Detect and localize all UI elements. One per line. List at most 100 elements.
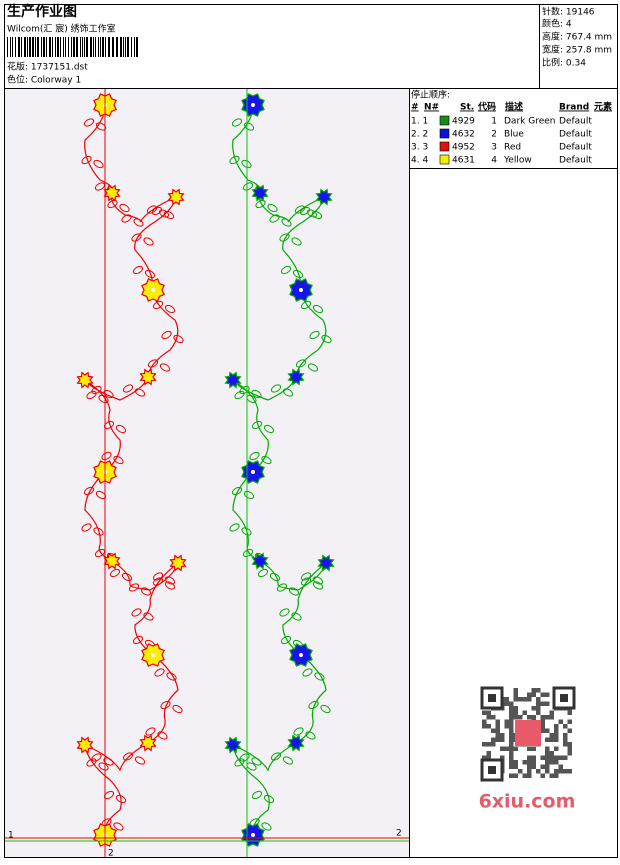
qr-cell (531, 746, 536, 751)
qr-cell (491, 715, 496, 720)
qr-cell (495, 733, 500, 738)
leaf (280, 635, 292, 645)
design-file: 花版: 1737151.dst (7, 61, 88, 73)
qr-cell (554, 755, 559, 760)
qr-cell (567, 742, 572, 747)
qr-cell (513, 760, 518, 765)
qr-cell (509, 706, 514, 711)
qr-cell (504, 746, 509, 751)
qr-cell (509, 724, 514, 729)
code: 2 (491, 130, 497, 140)
qr-cell (509, 742, 514, 747)
qr-cell (567, 751, 572, 756)
leaf (152, 300, 164, 310)
flower-center (299, 653, 303, 657)
leaf (270, 752, 282, 761)
qr-cell (482, 719, 487, 724)
description: Dark Green (504, 117, 555, 127)
qr-cell (509, 710, 514, 715)
info: 高度: 767.4 mm (542, 31, 612, 43)
bar (90, 37, 92, 57)
qr-cell (536, 710, 541, 715)
watermark: 6xiu.com (472, 683, 584, 813)
leaf (128, 583, 140, 592)
qr-cell (522, 710, 527, 715)
flower (251, 184, 269, 202)
qr-cell (554, 760, 559, 765)
qr-cell (527, 773, 532, 778)
leaf (83, 118, 95, 127)
leaf (269, 214, 280, 223)
leaf (161, 330, 172, 340)
qr-cell (509, 746, 514, 751)
axis-label: 1 (8, 831, 14, 841)
leaf (293, 727, 304, 736)
qr-cell (509, 728, 514, 733)
qr-cell (500, 746, 505, 751)
qr-finder (488, 694, 496, 702)
leaf (291, 612, 302, 621)
qr-cell (509, 701, 514, 706)
qr-cell (563, 724, 568, 729)
bar (73, 37, 75, 57)
row-number: 4. 4 (411, 156, 428, 166)
qr-cell (486, 724, 491, 729)
qr-cell (545, 701, 550, 706)
qr-logo (515, 720, 541, 746)
leaf (251, 757, 262, 766)
qr-cell (554, 746, 559, 751)
leaf (263, 794, 275, 804)
table: # N# St. 代码 描述 Brand 元素 1. 1 4929 1 Dark Green Defa… (411, 101, 612, 166)
leaf (234, 390, 245, 400)
leaf (159, 363, 171, 372)
bar (24, 37, 26, 57)
qr-cell (504, 697, 509, 702)
qr-cell (536, 701, 541, 706)
qr-cell (486, 742, 491, 747)
qr-cell (549, 751, 554, 756)
leaf (311, 210, 323, 220)
qr-cell (545, 769, 550, 774)
flower-center (299, 288, 303, 292)
qr-cell (486, 755, 491, 760)
leaf (300, 300, 312, 310)
leaf (152, 572, 164, 581)
description: Red (504, 143, 521, 153)
leaf (234, 758, 245, 767)
bar (32, 37, 34, 57)
axis-label: 2 (108, 849, 114, 859)
leaf (291, 237, 302, 246)
qr-cell (527, 692, 532, 697)
column-header: 元素 (594, 101, 612, 113)
leaf (255, 199, 266, 209)
leaf (160, 700, 171, 710)
qr-cell (563, 769, 568, 774)
qr-cell (549, 710, 554, 715)
leaf (83, 486, 95, 496)
qr-cell (482, 755, 487, 760)
qr-cell (513, 706, 518, 711)
leaf (166, 672, 177, 681)
leaf (133, 218, 144, 227)
leaf (81, 155, 92, 165)
leaf (91, 385, 102, 395)
qr-cell (536, 688, 541, 693)
qr-cell (531, 764, 536, 769)
qr-cell (567, 746, 572, 751)
qr-cell (545, 746, 550, 751)
code: 4 (491, 156, 497, 166)
qr-cell (558, 769, 563, 774)
leaf (143, 237, 154, 246)
qr-cell (554, 769, 559, 774)
bar (100, 37, 101, 57)
table-title: 停止顺序: (411, 89, 450, 101)
info: 颜色: 4 (542, 18, 572, 30)
leaf (154, 668, 165, 677)
bar (21, 37, 22, 57)
qr-cell (554, 773, 559, 778)
leaf (122, 384, 134, 393)
qr-cell (527, 746, 532, 751)
leaf (151, 206, 163, 216)
title: 生产作业图 (7, 3, 77, 20)
qr-cell (509, 764, 514, 769)
